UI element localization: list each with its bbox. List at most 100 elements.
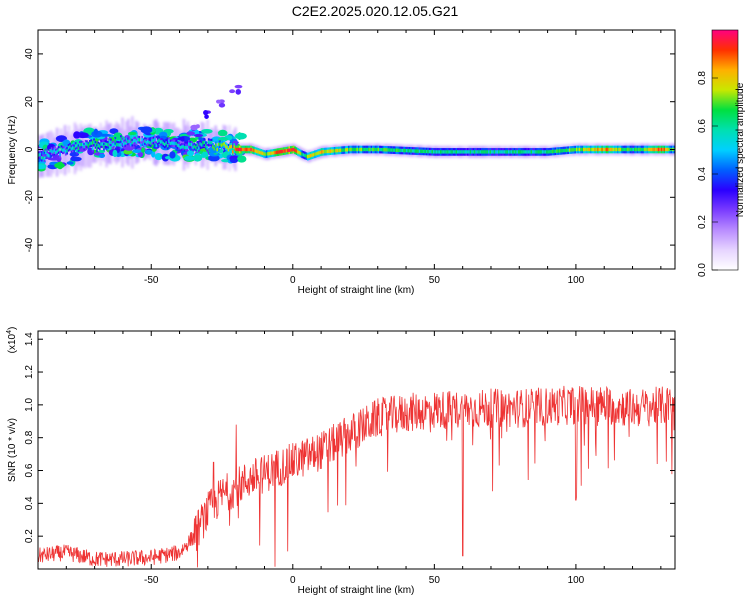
heatmap-ridge-core: [642, 147, 645, 152]
heatmap-layer: [38, 84, 675, 179]
heatmap-ridge-core: [227, 148, 230, 152]
heatmap-ridge-core: [261, 151, 264, 155]
heatmap-ridge-core: [588, 147, 591, 152]
heatmap-ridge-core: [96, 146, 98, 150]
heatmap-ridge-core: [190, 142, 193, 147]
heatmap-ridge-core: [503, 150, 506, 154]
snr-y-axis-label: SNR (10 * v/v): [7, 418, 18, 482]
heatmap-ridge-core: [295, 149, 298, 153]
heatmap-ridge-core: [449, 150, 452, 154]
heatmap-ridge-core: [321, 150, 323, 154]
heatmap-ridge-core: [633, 147, 636, 152]
heatmap-ridge-core: [478, 150, 480, 154]
heatmap-blob: [229, 158, 238, 164]
colorbar-gradient: [711, 29, 739, 271]
heatmap-ridge-core: [162, 141, 165, 146]
heatmap-ridge-core: [38, 153, 40, 157]
heatmap-ridge-core: [146, 139, 149, 144]
heatmap-ridge-core: [594, 147, 597, 152]
heatmap-ridge-core: [523, 150, 526, 154]
heatmap-ridge-core: [356, 147, 359, 152]
heatmap-ridge-core: [641, 147, 643, 152]
heatmap-ridge-core: [567, 148, 570, 152]
heatmap-ridge-core: [598, 147, 601, 152]
heatmap-ridge-core: [117, 143, 119, 147]
heatmap-ridge-core: [621, 147, 623, 152]
heatmap-ridge-core: [546, 150, 548, 154]
heatmap-ridge-core: [447, 150, 449, 154]
heatmap-ridge-core: [76, 149, 78, 153]
y-tick-label: 0.2: [24, 529, 35, 543]
heatmap-ridge-core: [213, 147, 216, 151]
heatmap-ridge-core: [81, 142, 84, 147]
heatmap-ridge-core: [270, 151, 272, 155]
heatmap-blob: [66, 161, 74, 165]
heatmap-ridge-core: [558, 149, 561, 153]
heatmap-ridge-core: [251, 148, 254, 152]
heatmap-ridge-core: [632, 147, 635, 152]
colorbar: 0.0 0.2 0.4 0.6 0.8 Normalized spectral ampl…: [697, 29, 746, 277]
heatmap-ridge-core: [420, 149, 422, 153]
heatmap-ridge-core: [408, 149, 411, 153]
heatmap-ridge-core: [611, 147, 613, 152]
heatmap-ridge-core: [543, 150, 546, 154]
heatmap-ridge-core: [519, 150, 521, 154]
heatmap-ridge-core: [139, 143, 142, 147]
heatmap-ridge-core: [534, 150, 537, 154]
heatmap-ridge-core: [100, 142, 102, 146]
heatmap-ridge-core: [612, 147, 615, 152]
y-tick-label: 20: [24, 96, 35, 108]
x-tick-label: 100: [568, 575, 585, 586]
heatmap-ridge-core: [615, 147, 618, 152]
heatmap-ridge-core: [564, 148, 567, 153]
heatmap-ridge-core: [316, 151, 319, 155]
heatmap-ridge-core: [622, 147, 625, 152]
heatmap-ridge-core: [166, 143, 169, 148]
heatmap-ridge-core: [561, 149, 564, 153]
heatmap-ridge-core: [145, 141, 148, 145]
heatmap-ridge-core: [180, 145, 183, 149]
heatmap-ridge-core: [394, 148, 397, 152]
heatmap-ridge-core: [427, 149, 429, 154]
heatmap-ridge-core: [212, 145, 214, 149]
heatmap-ridge-core: [506, 150, 509, 154]
heatmap-ridge-core: [264, 152, 267, 156]
heatmap-ridge-core: [163, 142, 166, 147]
heatmap-ridge-core: [315, 152, 318, 156]
heatmap-ridge-core: [655, 147, 657, 152]
heatmap-ridge-core: [471, 150, 473, 154]
heatmap-ridge-core: [326, 149, 329, 154]
heatmap-ridge-core: [254, 149, 257, 153]
heatmap-ridge-core: [205, 144, 207, 148]
heatmap-ridge-core: [452, 150, 455, 154]
heatmap-ridge-core: [244, 147, 247, 152]
heatmap-ridge-core: [322, 150, 325, 154]
heatmap-ridge-core: [138, 138, 141, 142]
heatmap-ridge-core: [379, 147, 381, 152]
heatmap-ridge-core: [580, 147, 582, 152]
heatmap-ridge-core: [182, 145, 185, 149]
heatmap-ridge-core: [481, 150, 483, 154]
heatmap-ridge-core: [369, 147, 371, 152]
heatmap-ridge-core: [200, 143, 203, 147]
heatmap-ridge-core: [618, 147, 621, 152]
heatmap-ridge-core: [346, 148, 349, 152]
heatmap-ridge-core: [495, 150, 497, 154]
heatmap-ridge-core: [423, 149, 425, 154]
heatmap-blob: [132, 149, 142, 154]
heatmap-ridge-core: [541, 150, 544, 154]
heatmap-ridge-core: [84, 142, 87, 146]
heatmap-ridge-core: [229, 145, 231, 149]
heatmap-ridge-core: [338, 148, 340, 153]
heatmap-ridge-core: [172, 141, 175, 145]
heatmap-ridge-core: [152, 138, 155, 143]
heatmap-ridge-core: [417, 149, 420, 153]
heatmap-ridge-core: [74, 144, 77, 148]
heatmap-ridge-core: [56, 149, 59, 154]
heatmap-ridge-core: [631, 147, 633, 152]
heatmap-ridge-core: [223, 142, 226, 146]
heatmap-ridge-core: [202, 141, 204, 145]
heatmap-ridge-core: [597, 147, 599, 152]
heatmap-ridge-core: [331, 149, 333, 153]
